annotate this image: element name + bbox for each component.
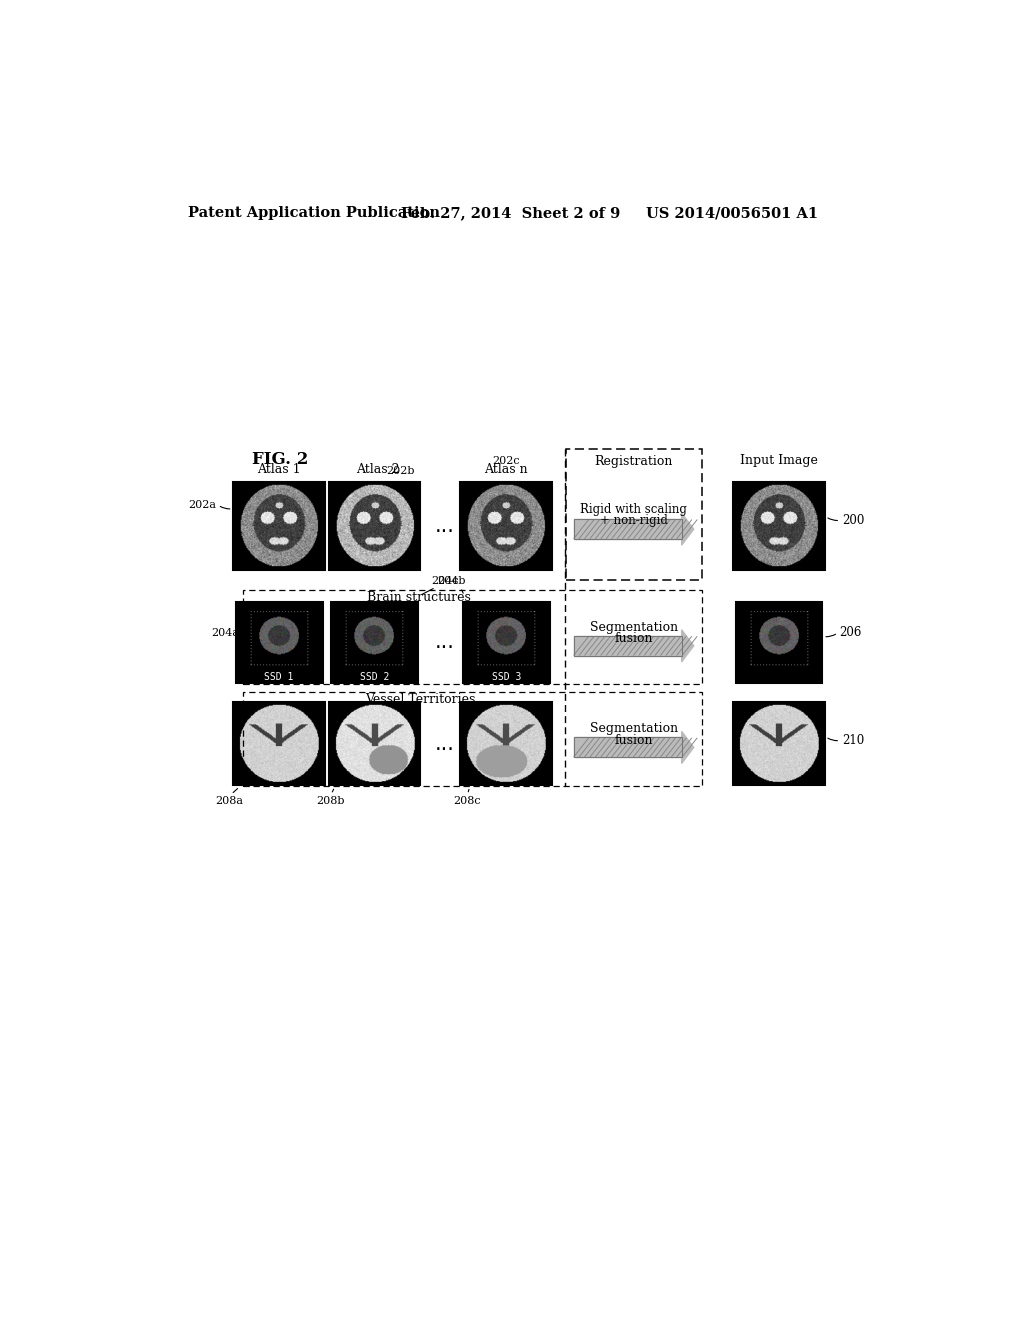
Polygon shape bbox=[682, 630, 693, 661]
Bar bbox=[573, 636, 682, 656]
Text: Atlas 2: Atlas 2 bbox=[356, 462, 400, 475]
Text: Feb. 27, 2014  Sheet 2 of 9: Feb. 27, 2014 Sheet 2 of 9 bbox=[400, 206, 621, 220]
Text: fusion: fusion bbox=[614, 632, 653, 645]
Bar bbox=[573, 636, 682, 656]
Text: Segmentation: Segmentation bbox=[590, 620, 678, 634]
Bar bbox=[573, 738, 682, 758]
Bar bbox=[233, 702, 325, 785]
Text: Vessel Territories: Vessel Territories bbox=[366, 693, 476, 706]
Bar bbox=[735, 602, 822, 682]
Polygon shape bbox=[682, 513, 693, 545]
Text: FIG. 2: FIG. 2 bbox=[252, 451, 308, 469]
Bar bbox=[461, 702, 552, 785]
Polygon shape bbox=[682, 731, 693, 763]
Text: Rigid with scaling: Rigid with scaling bbox=[581, 503, 687, 516]
Bar bbox=[573, 519, 682, 539]
Text: ...: ... bbox=[434, 734, 454, 754]
Bar bbox=[461, 482, 552, 570]
Text: Segmentation: Segmentation bbox=[590, 722, 678, 735]
Text: fusion: fusion bbox=[614, 734, 653, 747]
Text: 202c: 202c bbox=[493, 457, 520, 466]
Text: 204c: 204c bbox=[431, 576, 459, 586]
Text: + non-rigid: + non-rigid bbox=[600, 515, 668, 527]
Text: 208a: 208a bbox=[215, 796, 244, 807]
Text: 208b: 208b bbox=[316, 796, 344, 807]
Bar bbox=[243, 590, 701, 684]
Bar bbox=[329, 702, 420, 785]
Bar bbox=[463, 602, 550, 682]
Bar bbox=[236, 602, 323, 682]
Bar bbox=[329, 482, 420, 570]
Text: Input Image: Input Image bbox=[740, 454, 818, 467]
Text: SSD 2: SSD 2 bbox=[359, 672, 389, 681]
Text: 204b: 204b bbox=[437, 576, 466, 586]
Bar bbox=[331, 602, 418, 682]
Text: Atlas n: Atlas n bbox=[484, 462, 528, 475]
Text: SSD 3: SSD 3 bbox=[492, 672, 521, 681]
Text: Brain structures: Brain structures bbox=[368, 591, 471, 603]
Text: ...: ... bbox=[434, 516, 454, 536]
Text: US 2014/0056501 A1: US 2014/0056501 A1 bbox=[646, 206, 818, 220]
Text: Registration: Registration bbox=[595, 454, 673, 467]
Text: Atlas 1: Atlas 1 bbox=[257, 462, 301, 475]
Bar bbox=[573, 738, 682, 758]
Text: 200: 200 bbox=[842, 513, 864, 527]
Text: 206: 206 bbox=[840, 626, 862, 639]
Text: 208c: 208c bbox=[453, 796, 480, 807]
Bar bbox=[243, 692, 701, 785]
Text: 204a: 204a bbox=[211, 628, 239, 638]
Bar bbox=[566, 450, 701, 579]
Text: 210: 210 bbox=[842, 734, 864, 747]
Text: 202a: 202a bbox=[188, 500, 216, 510]
Bar bbox=[733, 482, 824, 570]
Bar bbox=[573, 519, 682, 539]
Text: ...: ... bbox=[434, 632, 454, 652]
Text: SSD 1: SSD 1 bbox=[264, 672, 294, 681]
Bar bbox=[733, 702, 824, 785]
Text: 202b: 202b bbox=[386, 466, 415, 475]
Bar bbox=[233, 482, 325, 570]
Text: Patent Application Publication: Patent Application Publication bbox=[188, 206, 440, 220]
